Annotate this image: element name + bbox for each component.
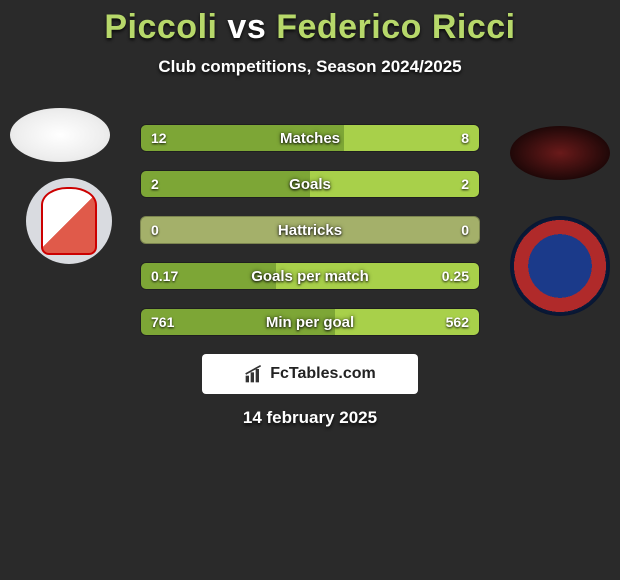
subtitle: Club competitions, Season 2024/2025 xyxy=(0,57,620,77)
player2-club-logo xyxy=(510,216,610,316)
player2-name: Federico Ricci xyxy=(276,8,515,46)
player2-avatar xyxy=(510,126,610,180)
stat-row: 0.170.25Goals per match xyxy=(140,262,480,290)
stat-label: Min per goal xyxy=(141,309,479,335)
stat-label: Hattricks xyxy=(141,217,479,243)
page-title: Piccoli vs Federico Ricci xyxy=(0,0,620,47)
date-label: 14 february 2025 xyxy=(0,408,620,428)
stat-row: 22Goals xyxy=(140,170,480,198)
player1-name: Piccoli xyxy=(104,8,217,46)
vs-label: vs xyxy=(227,8,266,46)
brand-name: FcTables.com xyxy=(270,365,376,383)
stat-label: Matches xyxy=(141,125,479,151)
bar-chart-icon xyxy=(244,364,264,384)
player1-club-logo xyxy=(26,178,112,264)
stat-label: Goals per match xyxy=(141,263,479,289)
stats-bars: 128Matches 22Goals 00Hattricks 0.170.25Goal… xyxy=(140,124,480,354)
stat-row: 761562Min per goal xyxy=(140,308,480,336)
stat-label: Goals xyxy=(141,171,479,197)
stat-row: 00Hattricks xyxy=(140,216,480,244)
widget-root: Piccoli vs Federico Ricci Club competiti… xyxy=(0,0,620,580)
stat-row: 128Matches xyxy=(140,124,480,152)
brand-badge[interactable]: FcTables.com xyxy=(202,354,418,394)
player1-avatar xyxy=(10,108,110,162)
